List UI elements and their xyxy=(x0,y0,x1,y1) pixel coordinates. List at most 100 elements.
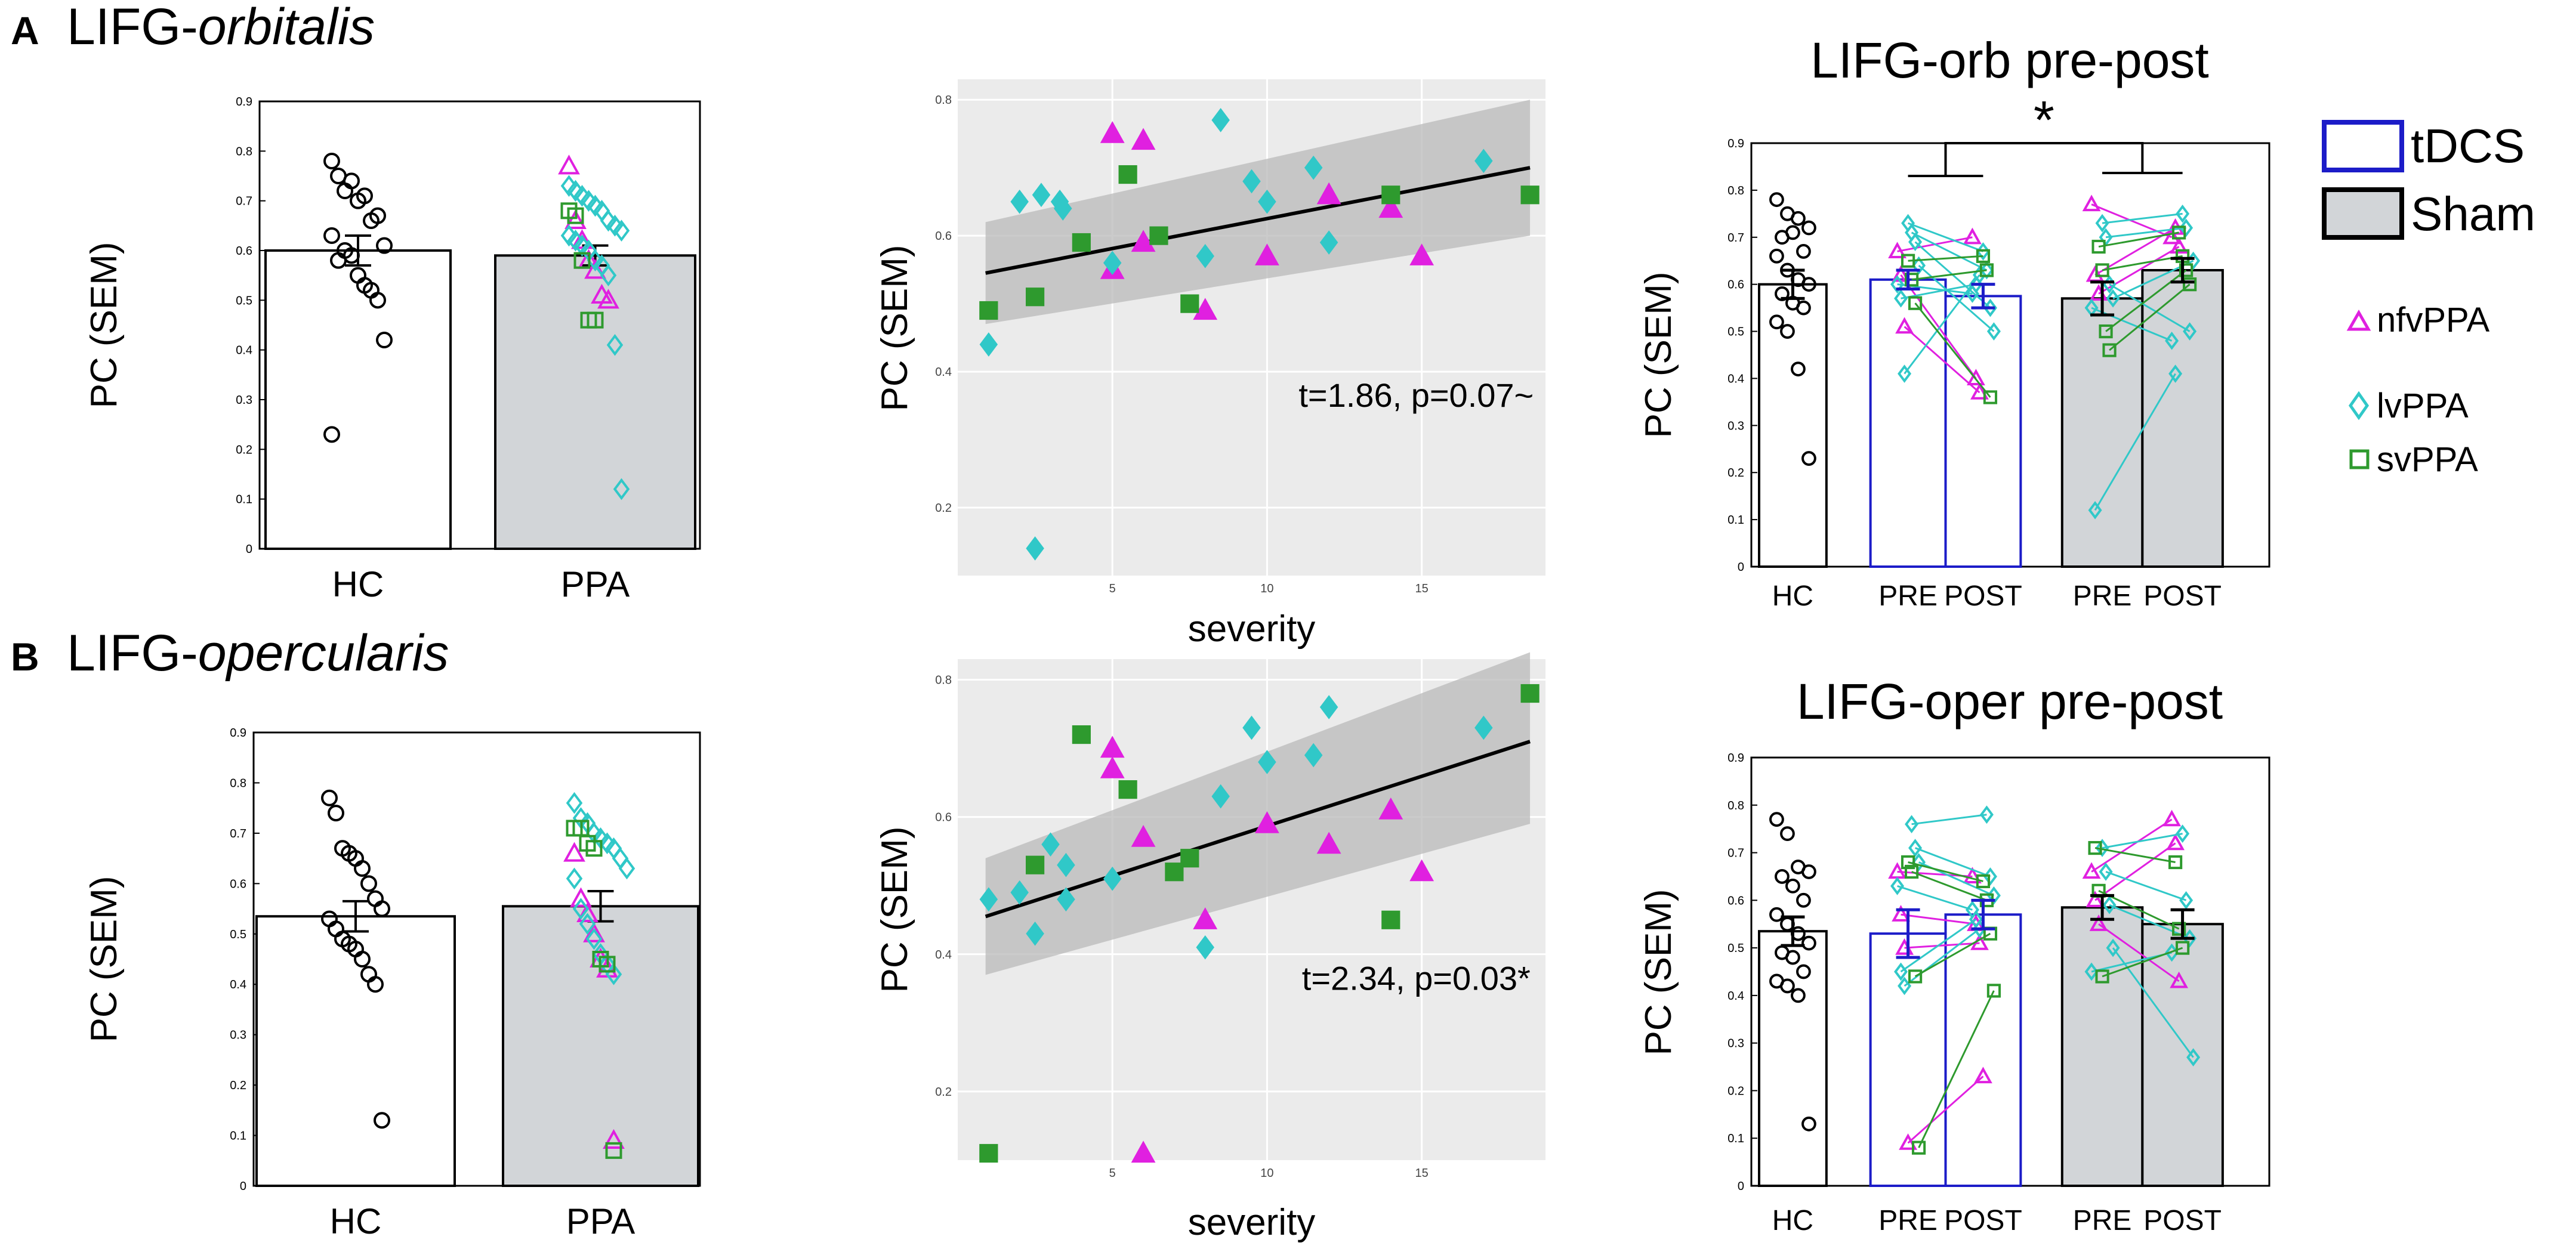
data-point xyxy=(1775,869,1790,884)
data-point xyxy=(613,478,630,500)
paired-line xyxy=(2094,373,2176,511)
paired-line xyxy=(1904,326,1980,394)
y-axis-label: PC (SEM) xyxy=(84,242,125,409)
bar xyxy=(264,249,452,550)
data-point xyxy=(2095,839,2109,857)
data-point xyxy=(2183,277,2197,292)
data-point xyxy=(1780,324,1795,339)
data-point xyxy=(576,902,599,922)
x-category-label: PPA xyxy=(561,564,630,604)
data-point xyxy=(1912,853,1926,871)
y-axis-label: PC (SEM) xyxy=(874,827,915,993)
data-point xyxy=(1970,382,1989,400)
regression-line xyxy=(985,166,1531,275)
paired-line xyxy=(2102,212,2183,224)
data-point xyxy=(584,259,606,279)
bar xyxy=(2141,269,2224,568)
data-point xyxy=(566,867,583,890)
data-point xyxy=(2172,225,2186,240)
paired-line xyxy=(1914,932,1991,978)
x-category-label: PRE xyxy=(1878,1205,1938,1237)
y-tick-label: 0.4 xyxy=(236,344,252,357)
y-tick-label: 0.6 xyxy=(230,877,246,891)
paired-line xyxy=(1918,990,1995,1148)
bar xyxy=(1758,930,1828,1187)
y-tick-label: 0.5 xyxy=(1727,326,1744,339)
scatter-point xyxy=(1381,186,1400,205)
data-point xyxy=(1780,978,1795,994)
data-point xyxy=(2183,322,2197,341)
data-point xyxy=(1912,256,1926,275)
y-tick-label: 0.1 xyxy=(236,493,252,506)
chart-a-bar: 0 0.1 0.2 0.3 0.4 0.5 0.6 0.7 0.8 0.9 PC (SEM) HC PP… xyxy=(84,95,701,604)
data-point xyxy=(558,154,580,175)
y-tick-label: 0.6 xyxy=(1727,894,1744,907)
paired-line xyxy=(1901,913,1976,925)
data-point xyxy=(354,951,371,967)
scatter-point xyxy=(1026,288,1045,307)
data-point xyxy=(1908,839,1923,857)
chart-a-prepost: 0 0.1 0.2 0.3 0.4 0.5 0.6 0.7 0.8 0.9 PC (SEM) LIFG… xyxy=(1638,32,2270,612)
scatter-point xyxy=(1041,832,1060,857)
data-point xyxy=(2082,862,2101,879)
scatter-point xyxy=(1242,169,1261,194)
x-tick-label: 15 xyxy=(1415,582,1429,595)
y-tick-label: 0.7 xyxy=(230,827,246,840)
y-tick-label: 0.9 xyxy=(1727,752,1744,765)
scatter-point xyxy=(1409,859,1434,882)
x-category-label: POST xyxy=(1944,1205,2022,1237)
data-point xyxy=(321,789,338,806)
y-tick-label: 0.2 xyxy=(935,502,952,515)
y-tick-label: 0.6 xyxy=(236,245,252,258)
scatter-point xyxy=(979,887,998,912)
sig-bracket xyxy=(1944,142,2144,176)
data-point xyxy=(1963,867,1982,884)
legend-sham-swatch xyxy=(2322,187,2404,240)
bar xyxy=(1944,913,2022,1188)
data-point xyxy=(354,860,371,877)
paired-line xyxy=(1900,274,1977,379)
data-point xyxy=(1791,211,1806,226)
paired-line xyxy=(1915,847,1991,877)
x-category-label: POST xyxy=(2143,1205,2222,1237)
data-point xyxy=(1785,879,1800,894)
data-point xyxy=(2106,938,2120,957)
data-point xyxy=(1983,867,1997,886)
y-tick-label: 0.1 xyxy=(230,1130,246,1143)
data-point xyxy=(1986,984,2001,998)
x-category-label: POST xyxy=(1944,580,2022,612)
paired-line xyxy=(1897,885,1973,911)
data-point xyxy=(323,426,340,443)
data-point xyxy=(1796,892,1811,908)
data-point xyxy=(2165,331,2179,350)
significance-marker: * xyxy=(2034,91,2054,150)
data-point xyxy=(2162,227,2182,245)
data-point xyxy=(1769,907,1784,922)
paired-line xyxy=(2098,923,2180,982)
row-title-b-italic: opercularis xyxy=(198,625,449,682)
data-point xyxy=(1780,826,1795,842)
x-tick-label: 10 xyxy=(1260,582,1273,595)
data-point xyxy=(1972,265,1986,285)
scatter-point xyxy=(1316,182,1341,205)
data-point xyxy=(1796,964,1811,979)
data-point xyxy=(567,207,584,224)
y-tick-label: 0.6 xyxy=(935,811,952,824)
data-point xyxy=(328,805,344,822)
data-point xyxy=(1979,805,1994,824)
confidence-band xyxy=(985,652,1531,975)
data-point xyxy=(2106,289,2120,308)
scatter-point xyxy=(1258,189,1276,214)
chart-title: LIFG-oper pre-post xyxy=(1797,673,2223,729)
legend-tdcs-label: tDCS xyxy=(2411,119,2525,172)
x-category-label: PPA xyxy=(566,1201,635,1241)
paired-line xyxy=(1904,942,1980,949)
y-tick-label: 0.8 xyxy=(1727,184,1744,197)
data-point xyxy=(585,840,603,857)
bar xyxy=(2141,923,2224,1187)
data-point xyxy=(2168,364,2183,383)
y-tick-label: 0.4 xyxy=(935,948,952,962)
y-tick-label: 0.7 xyxy=(236,195,252,208)
chart-b-prepost: 0 0.1 0.2 0.3 0.4 0.5 0.6 0.7 0.8 0.9 PC (SEM) LIFG… xyxy=(1638,673,2270,1237)
y-axis-label: PC (SEM) xyxy=(874,245,915,412)
